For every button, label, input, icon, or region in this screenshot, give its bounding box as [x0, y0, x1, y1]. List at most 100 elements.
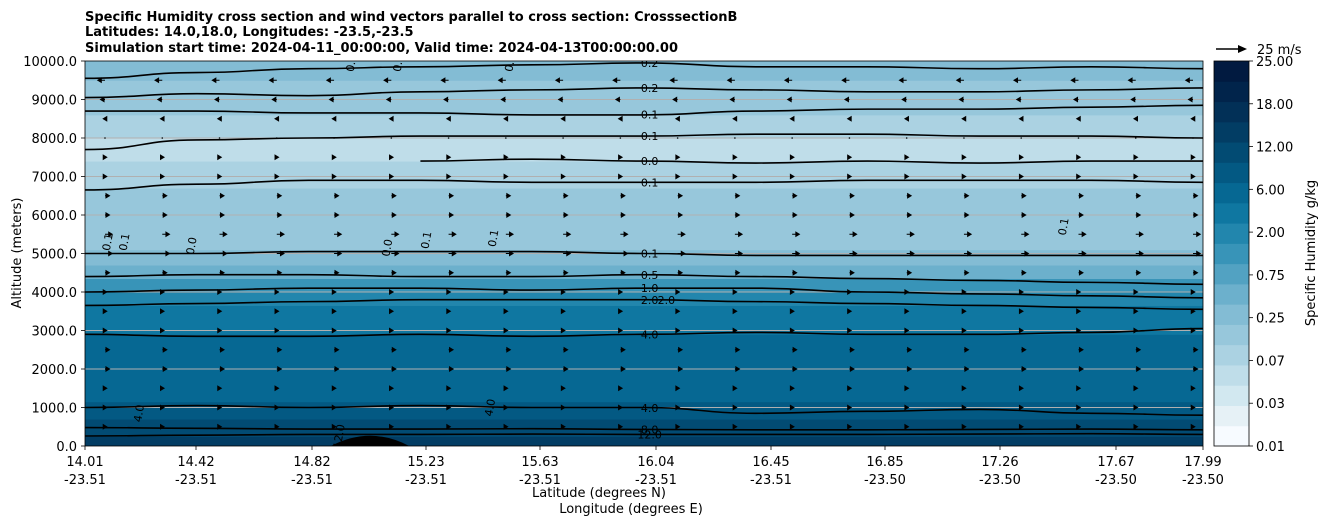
y-tick-label: 5000.0 [32, 248, 78, 263]
wind-vector-head [102, 289, 108, 295]
contour-line [85, 432, 1203, 437]
colorbar-tick-label: 25.00 [1256, 55, 1293, 70]
wind-vector-head [904, 327, 910, 334]
wind-vector-head [909, 231, 915, 238]
wind-vector-head [1136, 269, 1142, 276]
colorbar-swatch [1214, 223, 1249, 244]
wind-vector [734, 137, 736, 139]
colorbar-tick-label: 12.00 [1256, 141, 1293, 156]
wind-vector-head [222, 250, 228, 257]
wind-vector-head [1015, 96, 1021, 103]
humidity-band [85, 436, 1203, 446]
wind-vector-head [334, 269, 340, 276]
wind-vector [1020, 137, 1023, 139]
wind-vector-head [1018, 154, 1024, 161]
x-axis-label-latitude: Latitude (degrees N) [532, 486, 666, 501]
x-tick-label-lat: 16.04 [637, 455, 674, 470]
contour-label: 0.2 [641, 82, 659, 95]
wind-vector [848, 137, 851, 139]
wind-vector-head [618, 404, 624, 411]
wind-vector-head [331, 289, 337, 295]
wind-vector-head [1076, 423, 1082, 430]
wind-vector-head [620, 212, 626, 218]
colorbar-tick-label: 0.01 [1256, 440, 1285, 455]
x-tick-label-lat: 14.01 [66, 455, 103, 470]
wind-vector-head [1021, 346, 1027, 353]
wind-vector-head [503, 327, 509, 334]
contour-label: 0.0 [379, 238, 395, 257]
wind-vector-head [560, 173, 566, 180]
wind-vector-head [1076, 327, 1082, 334]
wind-vector-head [961, 115, 967, 122]
colorbar-swatch [1214, 142, 1249, 163]
wind-vector-head [1018, 173, 1024, 180]
wind-vector-head [159, 423, 165, 430]
wind-vector-head [389, 154, 395, 161]
wind-vector-head [449, 269, 455, 276]
wind-vector-head [216, 115, 222, 122]
wind-vector-head [105, 269, 111, 276]
wind-vector-head [1018, 308, 1024, 315]
wind-vector-head [620, 192, 626, 199]
wind-vector-head [678, 366, 684, 372]
wind-vector-head [1133, 423, 1139, 430]
wind-vector-head [443, 96, 449, 103]
colorbar-swatch [1214, 101, 1249, 123]
wind-vector-head [789, 385, 795, 392]
wind-vector-head [277, 269, 283, 276]
x-axis-label-longitude: Longitude (degrees E) [559, 502, 703, 517]
wind-vector-head [503, 423, 509, 430]
wind-vector-head [554, 77, 560, 84]
wind-vector-head [1190, 115, 1196, 122]
wind-vector [905, 137, 908, 139]
contour-label: 0.1 [486, 228, 502, 247]
wind-vector [104, 137, 106, 139]
wind-vector-head [841, 77, 847, 84]
wind-vector-head [675, 173, 681, 180]
colorbar-frame [1213, 60, 1250, 447]
contour-label: 0.1 [117, 232, 133, 251]
contour-label: 0.1 [1056, 217, 1072, 236]
y-tick-label: 6000.0 [32, 209, 78, 224]
wind-vector-head [102, 327, 108, 334]
wind-vector-head [451, 250, 457, 257]
wind-vector-head [274, 423, 280, 430]
wind-vector-head [735, 366, 741, 372]
wind-vector-head [389, 289, 395, 295]
wind-vector [791, 137, 793, 139]
wind-vector-head [907, 269, 913, 276]
x-tick-label-lon: -23.51 [635, 473, 677, 488]
wind-vector-head [1078, 212, 1084, 218]
colorbar-tick-label: 0.07 [1256, 354, 1285, 369]
wind-vector-head [219, 366, 225, 372]
wind-vector-head [1078, 346, 1084, 353]
humidity-band [85, 278, 1203, 293]
contour-label: 2.0 [658, 294, 676, 307]
wind-vector-head [105, 346, 111, 353]
wind-vector-head [331, 423, 337, 430]
wind-vector-head [904, 385, 910, 392]
x-tick-label-lat: 17.26 [981, 455, 1018, 470]
wind-vector-head [331, 308, 337, 315]
wind-vector-head [391, 212, 397, 218]
wind-vector-head [964, 192, 970, 199]
wind-vector-head [675, 308, 681, 315]
wind-vector-head [557, 96, 563, 103]
wind-vector-head [618, 327, 624, 334]
colorbar-swatch [1214, 304, 1249, 325]
y-tick-label: 7000.0 [32, 171, 78, 186]
wind-vector-head [732, 154, 738, 161]
wind-vector-head [1021, 192, 1027, 199]
contour-label: 0.1 [641, 130, 659, 143]
wind-vector-head [560, 115, 566, 122]
wind-vector-head [440, 77, 446, 84]
wind-vector-head [735, 346, 741, 353]
wind-vector-head [678, 212, 684, 218]
wind-vector-head [612, 77, 618, 84]
wind-vector-head [786, 96, 792, 103]
contour-label: 4.0 [641, 402, 659, 415]
wind-vector-head [391, 366, 397, 372]
wind-vector [333, 137, 335, 139]
wind-vector-head [102, 385, 108, 392]
wind-vector-head [217, 404, 223, 411]
